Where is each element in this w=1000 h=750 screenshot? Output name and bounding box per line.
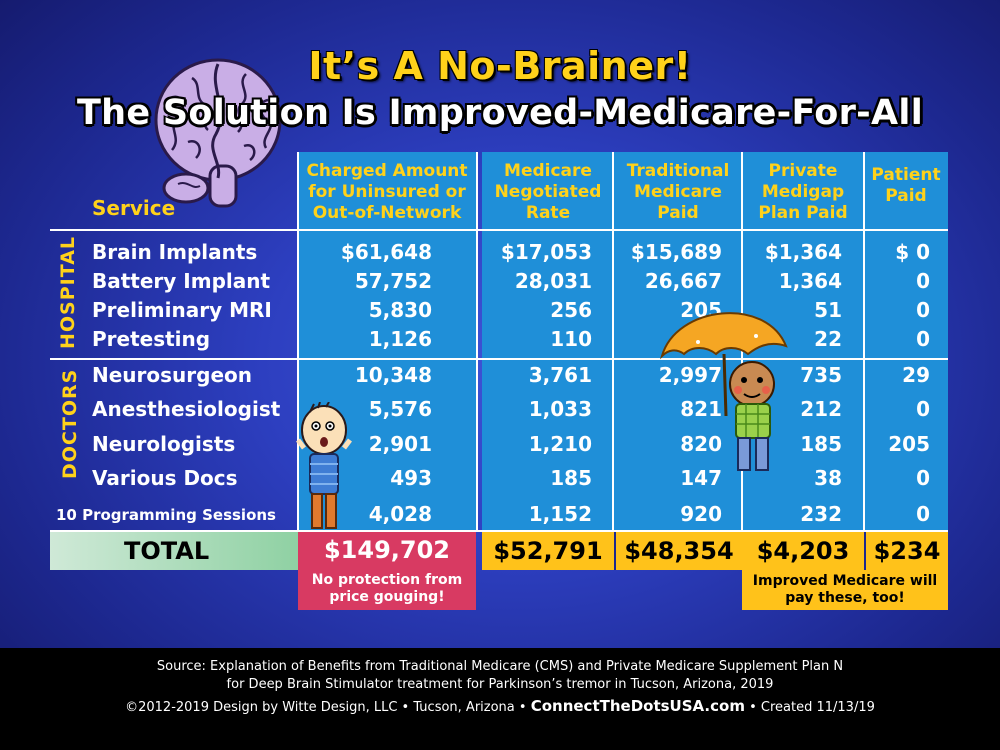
cell-negotiated: 1,152 bbox=[528, 502, 592, 526]
total-patient: $234 bbox=[864, 532, 948, 570]
cell-traditional: 26,667 bbox=[644, 269, 722, 293]
cell-negotiated: 3,761 bbox=[528, 363, 592, 387]
header-patient: Patient Paid bbox=[871, 165, 941, 206]
cell-negotiated: $17,053 bbox=[500, 240, 592, 264]
improved-medicare-note: Improved Medicare will pay these, too! bbox=[742, 570, 948, 610]
service-label: Preliminary MRI bbox=[92, 298, 272, 322]
total-traditional: $48,354 bbox=[614, 532, 742, 570]
price-gouging-note: No protection from price gouging! bbox=[311, 572, 463, 605]
service-header: Service bbox=[92, 196, 176, 220]
cell-negotiated: 256 bbox=[550, 298, 592, 322]
brain-icon bbox=[154, 58, 282, 208]
title: It’s A No-Brainer! bbox=[308, 44, 692, 88]
cell-patient: $ 0 bbox=[895, 240, 930, 264]
service-label: 10 Programming Sessions bbox=[56, 506, 276, 524]
cell-patient: 0 bbox=[916, 269, 930, 293]
cell-medigap: 1,364 bbox=[778, 269, 842, 293]
cell-traditional: $15,689 bbox=[630, 240, 722, 264]
cell-traditional: 820 bbox=[680, 432, 722, 456]
total-negotiated: $52,791 bbox=[482, 532, 614, 570]
cell-medigap: 232 bbox=[800, 502, 842, 526]
cell-medigap: 212 bbox=[800, 397, 842, 421]
cell-medigap: 185 bbox=[800, 432, 842, 456]
cell-charged: 5,830 bbox=[368, 298, 432, 322]
cell-charged: 57,752 bbox=[354, 269, 432, 293]
service-label: Neurosurgeon bbox=[92, 363, 253, 387]
cell-negotiated: 1,210 bbox=[528, 432, 592, 456]
header-divider bbox=[50, 229, 948, 231]
cell-traditional: 147 bbox=[680, 466, 722, 490]
group-label-hospital: HOSPITAL bbox=[57, 235, 79, 349]
group-divider bbox=[50, 358, 948, 360]
cell-patient: 0 bbox=[916, 298, 930, 322]
service-label: Brain Implants bbox=[92, 240, 258, 264]
cell-medigap: 22 bbox=[814, 327, 842, 351]
subtitle: The Solution Is Improved-Medicare-For-Al… bbox=[77, 93, 923, 133]
cell-charged: 493 bbox=[390, 466, 432, 490]
cell-medigap: 735 bbox=[800, 363, 842, 387]
cell-traditional: 821 bbox=[680, 397, 722, 421]
cell-medigap: $1,364 bbox=[764, 240, 842, 264]
service-label: Neurologists bbox=[92, 432, 236, 456]
cell-charged: $61,648 bbox=[340, 240, 432, 264]
source-line-1: Source: Explanation of Benefits from Tra… bbox=[156, 659, 844, 674]
cell-patient: 0 bbox=[916, 502, 930, 526]
cell-negotiated: 110 bbox=[550, 327, 592, 351]
cell-medigap: 51 bbox=[814, 298, 842, 322]
total-divider bbox=[50, 530, 948, 532]
cell-traditional: 2,997 bbox=[658, 363, 722, 387]
cell-negotiated: 28,031 bbox=[514, 269, 592, 293]
copyright: ©2012-2019 Design by Witte Design, LLC •… bbox=[125, 700, 527, 715]
header-charged: Charged Amount for Uninsured or Out-of-N… bbox=[306, 160, 468, 223]
service-label: Various Docs bbox=[92, 466, 238, 490]
service-label: Pretesting bbox=[92, 327, 211, 351]
column-divider bbox=[297, 152, 299, 532]
credits-line: ©2012-2019 Design by Witte Design, LLC •… bbox=[0, 697, 1000, 717]
column-divider bbox=[612, 152, 614, 532]
created-date: • Created 11/13/19 bbox=[749, 700, 875, 715]
group-label-doctors: DOCTORS bbox=[59, 368, 81, 479]
cell-traditional: 920 bbox=[680, 502, 722, 526]
website: ConnectTheDotsUSA.com bbox=[530, 697, 745, 715]
service-label: Anesthesiologist bbox=[92, 397, 281, 421]
cell-medigap: 38 bbox=[814, 466, 842, 490]
source-line-2: for Deep Brain Stimulator treatment for … bbox=[226, 677, 774, 692]
cell-charged: 1,126 bbox=[368, 327, 432, 351]
total-charged: $149,702 No protection from price gougin… bbox=[298, 532, 476, 610]
header-negotiated: Medicare Negotiated Rate bbox=[494, 160, 602, 223]
cell-patient: 205 bbox=[888, 432, 930, 456]
header-traditional: Traditional Medicare Paid bbox=[626, 160, 730, 223]
cell-charged: 10,348 bbox=[354, 363, 432, 387]
column-divider bbox=[476, 152, 478, 532]
total-medigap: $4,203 bbox=[742, 532, 864, 570]
total-charged-value: $149,702 bbox=[323, 536, 450, 564]
column-divider bbox=[863, 152, 865, 532]
cell-negotiated: 1,033 bbox=[528, 397, 592, 421]
cell-patient: 0 bbox=[916, 466, 930, 490]
boy-with-umbrella bbox=[659, 312, 788, 471]
cell-negotiated: 185 bbox=[550, 466, 592, 490]
cell-charged: 2,901 bbox=[368, 432, 432, 456]
cell-charged: 4,028 bbox=[368, 502, 432, 526]
shocked-boy bbox=[296, 402, 352, 529]
cell-patient: 29 bbox=[902, 363, 930, 387]
cell-patient: 0 bbox=[916, 327, 930, 351]
column-panel-negotiated bbox=[482, 152, 614, 532]
service-label: Battery Implant bbox=[92, 269, 271, 293]
column-panel-patient bbox=[864, 152, 948, 532]
total-label: TOTAL bbox=[50, 532, 298, 570]
header-medigap: Private Medigap Plan Paid bbox=[758, 160, 848, 223]
footer: Source: Explanation of Benefits from Tra… bbox=[0, 648, 1000, 750]
cell-charged: 5,576 bbox=[368, 397, 432, 421]
cell-patient: 0 bbox=[916, 397, 930, 421]
